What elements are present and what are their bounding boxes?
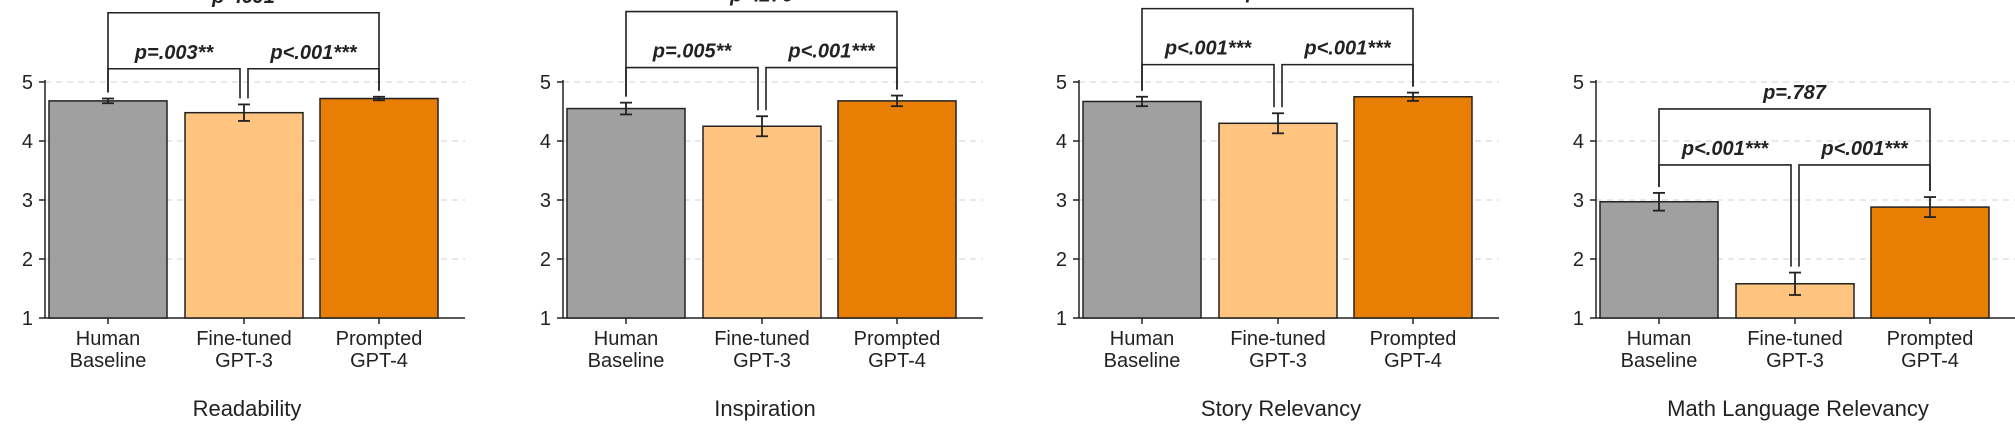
chart-title: Math Language Relevancy [1667,396,1929,421]
y-tick-label: 3 [22,190,33,212]
y-tick-label: 4 [1056,131,1067,153]
p-value-label: p<.001*** [1681,138,1769,160]
p-value-label: p=.276 [729,0,794,7]
category-label: Prompted GPT-4 [854,328,941,372]
significance-bracket [625,66,759,111]
y-tick-label: 5 [540,72,551,94]
category-label: Human Baseline [1104,328,1181,372]
y-tick-label: 5 [1573,72,1584,94]
significance-bracket [107,67,241,99]
p-value-label: p<.001*** [1820,138,1908,160]
significance-bracket [1141,7,1414,91]
bar [1353,96,1473,319]
y-tick-label: 3 [1573,190,1584,212]
bar [319,97,439,319]
bar [837,100,957,319]
significance-bracket [247,67,380,99]
bar [1082,100,1202,319]
significance-bracket [107,11,380,93]
significance-bracket [1658,108,1931,192]
y-tick-label: 1 [540,308,551,330]
y-tick-label: 1 [1056,308,1067,330]
bar [702,125,822,319]
chart-panel-1: 1 2 3 4 5 Human Baseline Fine-tuned GPT-3 Prompte… [22,0,465,421]
significance-bracket [625,10,898,97]
y-tick-label: 5 [22,72,33,94]
chart-panel-2: 1 2 3 4 5 Human Baseline Fine-tuned GPT-3 Prompte… [540,0,983,421]
category-label: Human Baseline [70,328,147,372]
bar [48,100,168,319]
bar [1870,206,1990,319]
y-tick-label: 3 [1056,190,1067,212]
category-label: Human Baseline [588,328,665,372]
bar [1218,122,1338,319]
bar [1599,201,1719,319]
p-value-label: p<.001*** [787,41,875,63]
y-tick-label: 1 [22,308,33,330]
p-value-label: p<.001*** [269,42,357,64]
category-label: Fine-tuned GPT-3 [196,328,292,372]
y-tick-label: 2 [22,249,33,271]
bar [566,107,686,319]
p-value-label: p=.691 [211,0,275,8]
chart-panel-4: 1 2 3 4 5 Human Baseline Fine-tuned GPT-3 Prompte… [1573,72,2015,421]
y-tick-label: 2 [1573,249,1584,271]
chart-panel-3: 1 2 3 4 5 Human Baseline Fine-tuned GPT-3 Prompte… [1056,0,1499,421]
p-value-label: p=.787 [1762,82,1827,104]
p-value-label: p=.005** [652,41,733,63]
chart-title: Readability [193,396,302,421]
p-value-label: p<.001*** [1303,38,1391,60]
y-tick-label: 4 [540,131,551,153]
category-label: Prompted GPT-4 [336,328,423,372]
bar [184,111,304,319]
p-value-label: p<.001*** [1164,38,1252,60]
y-tick-label: 5 [1056,72,1067,94]
category-label: Fine-tuned GPT-3 [714,328,810,372]
y-tick-label: 4 [22,131,33,153]
y-tick-label: 1 [1573,308,1584,330]
p-value-label: p=.599 [1245,0,1310,4]
chart-title: Inspiration [714,396,816,421]
category-label: Fine-tuned GPT-3 [1230,328,1326,372]
p-value-label: p=.003** [134,42,215,64]
category-label: Fine-tuned GPT-3 [1747,328,1843,372]
category-label: Prompted GPT-4 [1887,328,1974,372]
y-tick-label: 2 [1056,249,1067,271]
y-tick-label: 3 [540,190,551,212]
y-tick-label: 4 [1573,131,1584,153]
chart-title: Story Relevancy [1201,396,1361,421]
category-label: Human Baseline [1621,328,1698,372]
y-tick-label: 2 [540,249,551,271]
category-label: Prompted GPT-4 [1370,328,1457,372]
